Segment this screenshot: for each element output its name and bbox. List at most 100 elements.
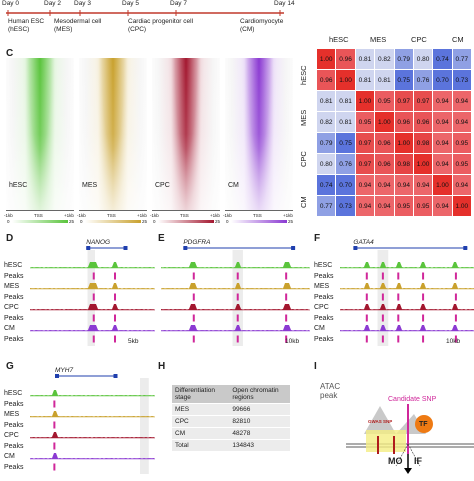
track-row-label: Peaks: [4, 335, 24, 343]
track-panel-gata4: hESC Peaks MES Peaks CPC Peaks CM Peaks GATA4: [310, 239, 474, 348]
peak-mark: [236, 272, 239, 280]
heatmap-colorbar: [158, 220, 214, 223]
peak-mark: [53, 400, 56, 408]
matrix-cell: 0.97: [393, 90, 414, 112]
matrix-cell: 0.94: [354, 174, 376, 196]
matrix-cell: 0.81: [354, 48, 376, 70]
gene-exon: [353, 246, 358, 250]
track-row-label: Peaks: [314, 272, 334, 280]
matrix-cell: 0.70: [335, 174, 356, 196]
track-panel-pdgfra: PDGFRA: [155, 239, 310, 348]
peak-mark: [114, 293, 116, 301]
matrix-cell: 1.00: [432, 174, 453, 196]
heatmap-fade: [6, 58, 74, 210]
matrix-cell: 0.81: [374, 69, 395, 91]
matrix-cell: 0.77: [315, 195, 337, 217]
table-cell: CPC: [172, 415, 230, 428]
peak-mark: [53, 442, 56, 450]
matrix-row: 0.81 0.81 1.00 0.95 0.97 0.97 0.94 0.94: [315, 90, 473, 112]
peak-mark: [454, 293, 457, 301]
gene-exon: [463, 246, 468, 250]
timeline-stage: Human ESC (hESC): [8, 18, 45, 33]
matrix-cell: 0.96: [335, 48, 356, 70]
matrix-cell: 0.94: [432, 195, 453, 217]
matrix-cell: 0.81: [354, 69, 376, 91]
region-highlight: [87, 250, 95, 346]
matrix-cell: 1.00: [412, 153, 434, 175]
panel-label-g: G: [6, 361, 14, 372]
track-svg: [30, 374, 155, 474]
panel-label-e: E: [158, 233, 165, 244]
gene-name: NANOG: [86, 239, 111, 246]
peak-mark: [422, 293, 425, 301]
matrix-cell: 1.00: [393, 132, 414, 154]
signal-track: [161, 283, 310, 289]
colorbar-max: 25: [69, 219, 75, 224]
matrix-cell: 0.94: [393, 174, 414, 196]
heatmap-axis-left: -1kb: [77, 213, 86, 218]
signal-track: [340, 304, 474, 310]
matrix-row-label: CPC: [299, 151, 308, 167]
peak-mark: [381, 293, 384, 301]
heatmap-axis-right: +1kb: [283, 213, 293, 218]
matrix-row: 0.96 1.00 0.81 0.81 0.75 0.76 0.70 0.73: [315, 69, 473, 91]
table-header-cell: Open chromatin regions: [229, 385, 290, 404]
matrix-cell: 0.74: [315, 174, 337, 196]
matrix-row: 0.79 0.75 0.97 0.96 1.00 0.98 0.94 0.95: [315, 132, 473, 154]
timeline-day: Day 2: [44, 0, 61, 7]
heatmap-cone: [152, 58, 220, 210]
signal-track: [30, 432, 155, 438]
peak-mark: [381, 335, 384, 343]
heatmap-axis-line: [79, 210, 147, 211]
track-row-label: Peaks: [314, 335, 334, 343]
peak-mark: [422, 335, 425, 343]
signal-track: [340, 283, 474, 289]
matrix-cell: 0.97: [354, 132, 376, 154]
heatmap-cone: [225, 58, 293, 210]
signal-track: [161, 325, 310, 331]
tss-heatmap: [152, 58, 220, 210]
mo-label: MO: [388, 456, 403, 466]
heatmap-label: CM: [228, 182, 239, 189]
peak-mark: [381, 314, 384, 322]
track-panel-myh7: hESC Peaks MES Peaks CPC Peaks CM Peaks MYH7: [0, 367, 155, 474]
table-row: Total 134843: [172, 439, 290, 452]
matrix-cell: 0.98: [412, 132, 434, 154]
matrix-col-label: MES: [370, 35, 387, 44]
table-cell: 134843: [229, 439, 290, 452]
peak-mark: [381, 272, 384, 280]
timeline-day: Day 0: [2, 0, 19, 7]
track-row-label: Peaks: [4, 442, 24, 450]
signal-track: [161, 304, 310, 310]
matrix-cell: 0.96: [315, 69, 337, 91]
peak-mark: [422, 314, 425, 322]
matrix-cell: 0.94: [451, 174, 473, 196]
gene-exon: [55, 374, 59, 378]
matrix-cell: 1.00: [451, 195, 473, 217]
gwas-snp-label: GWAS SNP: [368, 419, 393, 424]
panel-label-d: D: [6, 233, 14, 244]
track-row-label: CPC: [314, 304, 329, 311]
panel-label-h: H: [158, 361, 166, 372]
table-row: CPC 82810: [172, 415, 290, 428]
matrix-cell: 0.73: [335, 195, 356, 217]
signal-track: [30, 304, 155, 310]
gene-exon: [291, 246, 296, 250]
track-row-label: MES: [314, 283, 330, 290]
matrix-cell: 0.74: [432, 48, 453, 70]
peak-mark: [114, 314, 116, 322]
colorbar-min: 0: [226, 219, 229, 224]
matrix-row: 0.77 0.73 0.94 0.94 0.95 0.95 0.94 1.00: [315, 195, 473, 217]
matrix-cell: 0.79: [315, 132, 337, 154]
heatmap-colorbar: [12, 220, 68, 223]
signal-track: [30, 283, 155, 289]
peak-mark: [397, 314, 400, 322]
peak-mark: [454, 314, 457, 322]
peak-mark: [92, 335, 95, 343]
matrix-cell: 0.81: [315, 90, 337, 112]
matrix-cell: 0.96: [374, 132, 395, 154]
track-row-label: Peaks: [314, 314, 334, 322]
heatmap-cone: [6, 58, 74, 210]
peak-mark: [365, 335, 368, 343]
matrix-col-label: hESC: [329, 35, 349, 44]
